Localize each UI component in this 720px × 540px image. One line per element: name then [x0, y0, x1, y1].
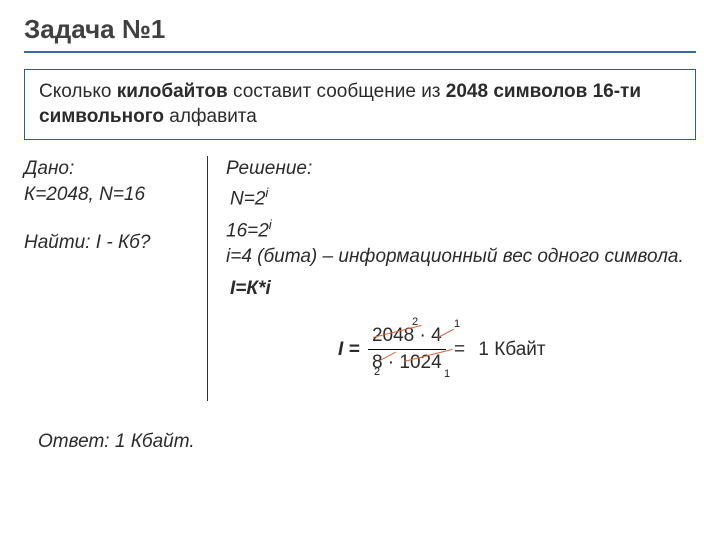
- solution-column: Решение: N=2i 16=2i i=4 (бита) – информа…: [208, 156, 696, 401]
- solution-header: Решение:: [226, 156, 696, 182]
- formula-n-exp: i: [265, 185, 268, 200]
- solution-line-1: 16=2i: [226, 216, 696, 244]
- problem-bold-1: килобайтов: [117, 81, 228, 102]
- calc-result: 1 Кбайт: [478, 337, 545, 363]
- cancel-top-left: 2: [412, 315, 418, 330]
- given-values: К=2048, N=16: [24, 182, 193, 208]
- title-rule: [24, 51, 696, 53]
- given-label: Дано:: [24, 156, 193, 182]
- calculation: I = 2048 · 4 8 · 1024 = 1 Кбайт 2 1 2 1: [338, 323, 696, 401]
- problem-text-2: составит сообщение из: [228, 81, 446, 102]
- page-title: Задача №1: [24, 14, 696, 45]
- body-columns: Дано: К=2048, N=16 Найти: I - Кб? Решени…: [24, 156, 696, 401]
- problem-text-3: алфавита: [164, 106, 257, 127]
- cancel-bot-left: 2: [374, 365, 380, 380]
- find-label: Найти: I - Кб?: [24, 230, 193, 256]
- given-column: Дано: К=2048, N=16 Найти: I - Кб?: [24, 156, 208, 401]
- formula-i-equals: I=К*i: [230, 276, 696, 302]
- answer-line: Ответ: 1 Кбайт.: [24, 431, 696, 453]
- formula-n-base: N=2: [230, 188, 265, 209]
- problem-statement: Сколько килобайтов составит сообщение из…: [24, 69, 696, 140]
- line1-base: 16=2: [226, 220, 269, 241]
- line1-exp: i: [269, 217, 272, 232]
- calc-I-eq: I =: [338, 337, 360, 363]
- calc-equals: =: [454, 337, 465, 363]
- formula-n-equals: N=2i: [230, 184, 696, 212]
- problem-text-1: Сколько: [39, 81, 117, 102]
- solution-line-2: i=4 (бита) – информационный вес одного с…: [226, 244, 696, 270]
- cancel-top-right: 1: [454, 317, 460, 332]
- cancel-bot-right: 1: [444, 367, 450, 382]
